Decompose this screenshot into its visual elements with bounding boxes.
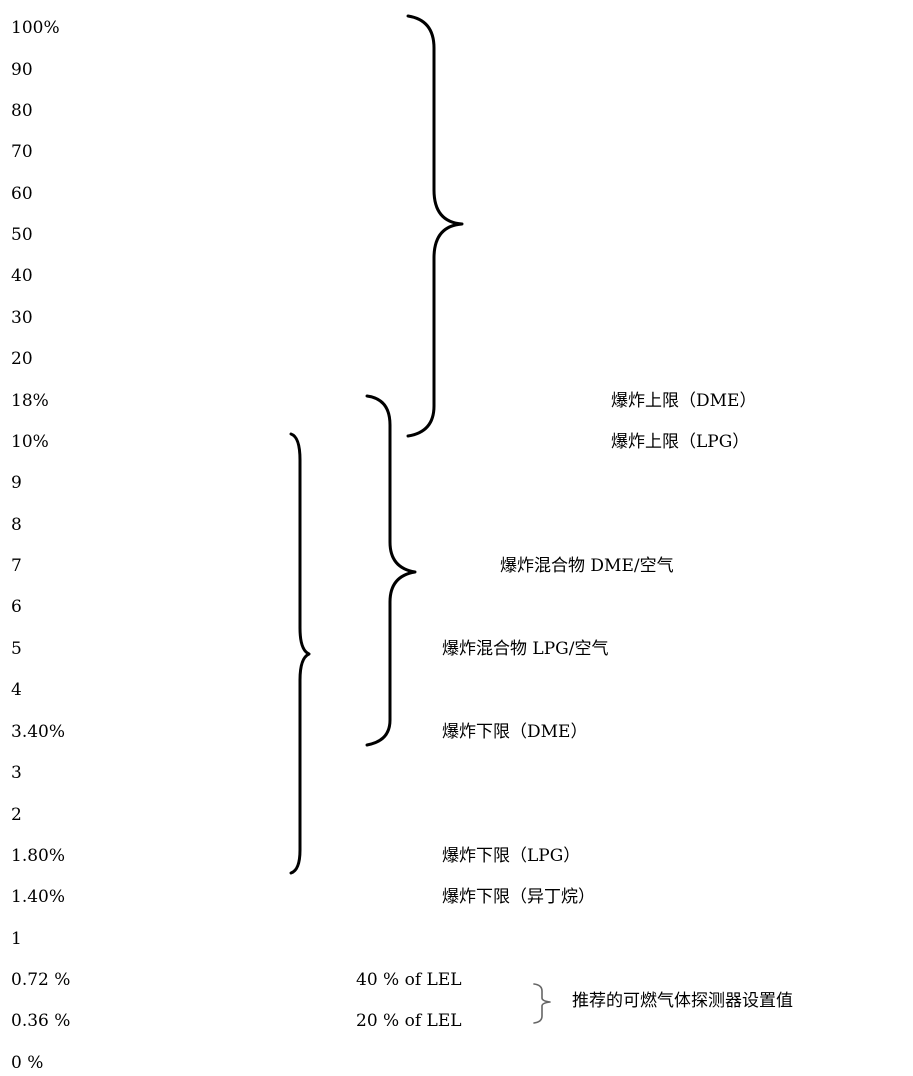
scale-label-100: 100%	[11, 18, 60, 38]
scale-label-9: 9	[11, 473, 22, 493]
scale-label-18pct: 18%	[11, 391, 49, 411]
scale-label-30: 30	[11, 308, 33, 328]
scale-label-4: 4	[11, 680, 22, 700]
brace-detector-setting	[533, 983, 551, 1024]
label-recommended-detector-setting: 推荐的可燃气体探测器设置值	[572, 991, 793, 1011]
scale-label-70: 70	[11, 142, 33, 162]
scale-label-1-80pct: 1.80%	[11, 846, 66, 866]
label-lel-lpg: 爆炸下限（LPG）	[442, 846, 581, 866]
scale-label-90: 90	[11, 60, 33, 80]
scale-label-7: 7	[11, 556, 22, 576]
brace-dme-mixture-range	[365, 394, 417, 747]
scale-label-3: 3	[11, 763, 22, 783]
scale-label-8: 8	[11, 515, 22, 535]
label-explosive-mixture-dme: 爆炸混合物 DME/空气	[500, 556, 674, 576]
label-40pct-of-lel: 40 % of LEL	[356, 970, 462, 990]
label-lel-isobutane: 爆炸下限（异丁烷）	[442, 887, 595, 907]
label-uel-lpg: 爆炸上限（LPG）	[611, 432, 750, 452]
scale-label-6: 6	[11, 597, 22, 617]
scale-label-1: 1	[11, 929, 22, 949]
label-lel-dme: 爆炸下限（DME）	[442, 722, 588, 742]
scale-label-60: 60	[11, 184, 33, 204]
label-uel-dme: 爆炸上限（DME）	[611, 391, 757, 411]
scale-label-1-40pct: 1.40%	[11, 887, 66, 907]
scale-label-80: 80	[11, 101, 33, 121]
brace-dme-upper-range	[406, 14, 464, 438]
scale-label-5: 5	[11, 639, 22, 659]
scale-label-0-72pct: 0.72 %	[11, 970, 71, 990]
scale-label-10pct: 10%	[11, 432, 49, 452]
scale-label-50: 50	[11, 225, 33, 245]
scale-label-0pct: 0 %	[11, 1053, 44, 1073]
scale-label-20: 20	[11, 349, 33, 369]
scale-label-40: 40	[11, 266, 33, 286]
scale-label-0-36pct: 0.36 %	[11, 1011, 71, 1031]
label-explosive-mixture-lpg: 爆炸混合物 LPG/空气	[442, 639, 609, 659]
label-20pct-of-lel: 20 % of LEL	[356, 1011, 462, 1031]
scale-label-3-40pct: 3.40%	[11, 722, 66, 742]
scale-label-2: 2	[11, 805, 22, 825]
brace-lpg-mixture-range	[289, 432, 311, 875]
